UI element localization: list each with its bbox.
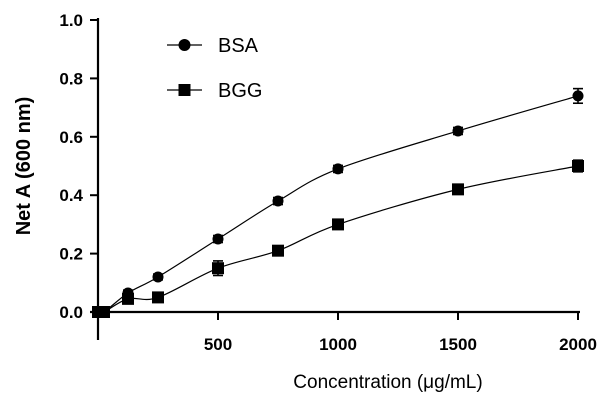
x-ticks: 500 1000 1500 2000 bbox=[204, 312, 597, 354]
markers bbox=[92, 90, 584, 318]
data-point-bsa bbox=[212, 233, 224, 245]
legend-marker-bgg bbox=[178, 84, 191, 96]
data-point-bsa bbox=[572, 90, 584, 102]
y-ticks: 0.0 0.2 0.4 0.6 0.8 1.0 bbox=[59, 11, 98, 322]
x-axis-title: Concentration (μg/mL) bbox=[293, 372, 482, 393]
data-point-bgg bbox=[122, 292, 134, 305]
y-tick-label: 0.0 bbox=[59, 303, 83, 322]
legend-item-bgg: BGG bbox=[167, 80, 262, 102]
legend-item-bsa: BSA bbox=[167, 35, 259, 57]
data-point-bgg bbox=[152, 291, 164, 304]
data-point-bsa bbox=[332, 163, 344, 175]
data-point-bgg bbox=[212, 262, 224, 275]
y-tick-label: 0.6 bbox=[59, 128, 83, 147]
fit-lines bbox=[97, 95, 579, 314]
legend-marker-bsa bbox=[178, 39, 191, 51]
x-tick-label: 1500 bbox=[439, 335, 477, 354]
y-tick-label: 0.4 bbox=[59, 186, 83, 205]
y-tick-label: 1.0 bbox=[59, 11, 83, 30]
x-tick-label: 2000 bbox=[559, 335, 597, 354]
y-tick-label: 0.2 bbox=[59, 245, 83, 264]
fit-line-bsa bbox=[97, 95, 579, 314]
x-tick-label: 1000 bbox=[319, 335, 357, 354]
data-point-bsa bbox=[452, 125, 464, 137]
data-point-bsa bbox=[152, 271, 164, 283]
y-tick-label: 0.8 bbox=[59, 69, 83, 88]
legend-label-bsa: BSA bbox=[218, 35, 259, 57]
data-point-bgg bbox=[332, 218, 344, 231]
legend: BSA BGG bbox=[167, 35, 262, 102]
legend-label-bgg: BGG bbox=[218, 80, 262, 102]
fit-line-bgg bbox=[97, 165, 579, 314]
data-point-bgg bbox=[272, 244, 284, 257]
x-tick-label: 500 bbox=[204, 335, 232, 354]
y-axis-title: Net A (600 nm) bbox=[13, 97, 35, 236]
data-point-bgg bbox=[452, 183, 464, 196]
error-bars bbox=[93, 87, 583, 315]
data-point-bgg bbox=[572, 160, 584, 172]
data-point-bsa bbox=[272, 195, 284, 207]
